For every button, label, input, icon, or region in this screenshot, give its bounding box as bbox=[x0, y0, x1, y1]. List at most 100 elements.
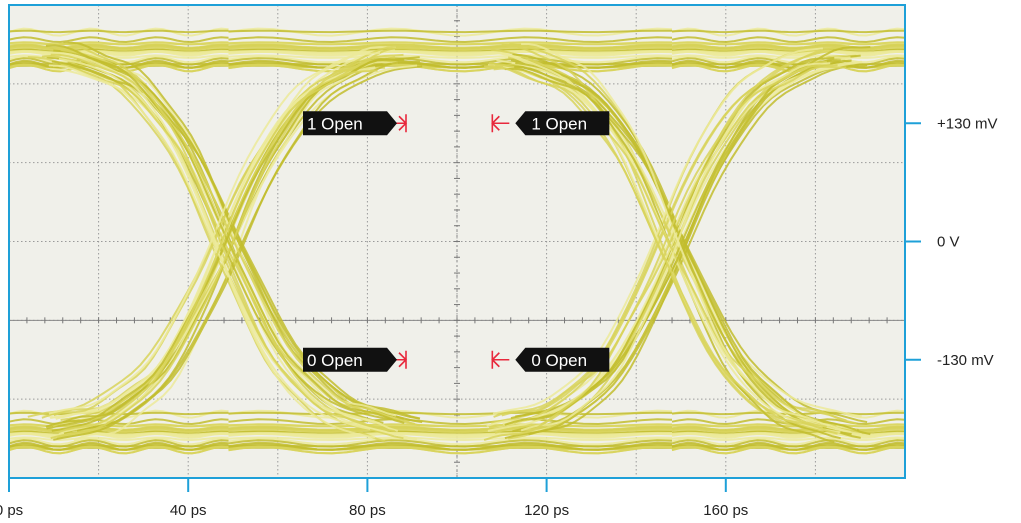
trace-low-rail bbox=[671, 443, 906, 451]
y-tick-label: 0 V bbox=[937, 234, 960, 251]
trace-low-rail bbox=[8, 445, 229, 455]
trace-high-rail bbox=[228, 27, 673, 37]
trace-low-rail bbox=[228, 423, 673, 428]
trace-low-rail bbox=[8, 418, 229, 426]
marker-badge bbox=[303, 111, 397, 136]
trace-high-rail bbox=[228, 61, 673, 69]
trace-high-rail bbox=[8, 36, 229, 44]
trace-high-rail bbox=[228, 63, 673, 73]
trace-high-rail bbox=[8, 29, 229, 34]
trace-high-rail bbox=[8, 55, 229, 64]
trace-high-rail bbox=[228, 41, 673, 46]
trace-low-rail bbox=[228, 437, 673, 446]
trace-low-rail bbox=[228, 431, 673, 436]
trace-low-rail bbox=[228, 418, 673, 426]
trace-low-rail bbox=[671, 437, 906, 446]
trace-high-rail bbox=[8, 27, 229, 37]
trace-high-rail bbox=[8, 48, 229, 53]
marker-arrow bbox=[491, 350, 510, 369]
trace-high-rail bbox=[8, 43, 229, 49]
eye-traces bbox=[8, 27, 906, 455]
marker-arrow bbox=[491, 114, 510, 133]
trace-high-rail bbox=[671, 46, 906, 51]
open-marker: 1 Open bbox=[491, 111, 610, 136]
x-tick-label: 80 ps bbox=[349, 502, 386, 519]
trace-high-rail bbox=[228, 50, 673, 57]
trace-rising-edge bbox=[520, 62, 831, 432]
trace-high-rail bbox=[671, 55, 906, 64]
trace-rising-edge bbox=[73, 61, 398, 442]
trace-low-rail bbox=[228, 428, 673, 433]
trace-low-rail bbox=[8, 423, 229, 428]
trace-rising-edge bbox=[53, 65, 423, 441]
trace-high-rail bbox=[671, 41, 906, 46]
trace-high-rail bbox=[671, 61, 906, 69]
trace-rising-edge bbox=[492, 47, 823, 415]
trace-high-rail bbox=[671, 29, 906, 34]
marker-label: 1 Open bbox=[307, 114, 363, 133]
trace-high-rail bbox=[8, 50, 229, 57]
trace-high-rail bbox=[671, 48, 906, 53]
marker-label: 1 Open bbox=[531, 114, 587, 133]
trace-low-rail bbox=[671, 431, 906, 436]
trace-falling-edge bbox=[521, 43, 831, 427]
trace-low-rail bbox=[8, 439, 229, 448]
trace-low-rail bbox=[228, 432, 673, 439]
trace-low-rail bbox=[228, 436, 673, 442]
trace-high-rail bbox=[228, 36, 673, 44]
trace-high-rail bbox=[228, 49, 673, 54]
trace-falling-edge bbox=[484, 65, 838, 435]
marker-badge bbox=[515, 111, 610, 136]
trace-low-rail bbox=[228, 445, 673, 455]
trace-low-rail bbox=[228, 439, 673, 448]
trace-rising-edge bbox=[58, 69, 378, 433]
trace-high-rail bbox=[228, 48, 673, 53]
trace-rising-edge bbox=[48, 51, 381, 415]
trace-low-rail bbox=[671, 432, 906, 439]
marker-label: 0 Open bbox=[531, 351, 587, 370]
trace-falling-edge bbox=[63, 66, 421, 420]
trace-rising-edge bbox=[483, 64, 838, 442]
marker-label: 0 Open bbox=[307, 351, 363, 370]
trace-high-rail bbox=[228, 46, 673, 51]
axes: 0 ps 40 ps 80 ps 120 ps 160 ps +130 mV 0 V -130… bbox=[0, 115, 997, 519]
trace-low-rail bbox=[228, 409, 673, 419]
trace-low-rail bbox=[671, 436, 906, 442]
trace-low-rail bbox=[228, 430, 673, 435]
trace-falling-edge bbox=[515, 62, 852, 436]
trace-high-rail bbox=[228, 57, 673, 66]
y-tick-label: -130 mV bbox=[937, 352, 994, 369]
trace-low-rail bbox=[671, 428, 906, 433]
trace-high-rail bbox=[671, 54, 906, 59]
trace-high-rail bbox=[228, 55, 673, 64]
trace-high-rail bbox=[671, 50, 906, 57]
trace-rising-edge bbox=[504, 64, 868, 440]
trace-high-rail bbox=[8, 49, 229, 54]
open-marker: 1 Open bbox=[303, 111, 408, 136]
trace-high-rail bbox=[8, 46, 229, 51]
trace-high-rail bbox=[671, 49, 906, 54]
trace-low-rail bbox=[671, 445, 906, 455]
trace-low-rail bbox=[8, 436, 229, 442]
trace-low-rail bbox=[8, 437, 229, 446]
trace-low-rail bbox=[671, 439, 906, 448]
trace-falling-edge bbox=[50, 53, 415, 425]
trace-rising-edge bbox=[502, 65, 841, 425]
trace-low-rail bbox=[228, 425, 673, 431]
trace-falling-edge bbox=[58, 42, 378, 429]
trace-low-rail bbox=[8, 432, 229, 439]
markers: 1 Open 1 Open 0 Open 0 Open bbox=[303, 111, 610, 372]
trace-high-rail bbox=[228, 29, 673, 34]
x-tick-label: 40 ps bbox=[170, 502, 207, 519]
open-marker: 0 Open bbox=[303, 347, 408, 372]
grid bbox=[8, 4, 906, 479]
x-tick-label: 0 ps bbox=[0, 502, 23, 519]
trace-low-rail bbox=[8, 431, 229, 436]
trace-low-rail bbox=[8, 430, 229, 435]
trace-high-rail bbox=[671, 36, 906, 44]
trace-low-rail bbox=[671, 423, 906, 428]
y-tick-label: +130 mV bbox=[937, 115, 997, 132]
trace-low-rail bbox=[8, 428, 229, 433]
trace-low-rail bbox=[8, 443, 229, 451]
